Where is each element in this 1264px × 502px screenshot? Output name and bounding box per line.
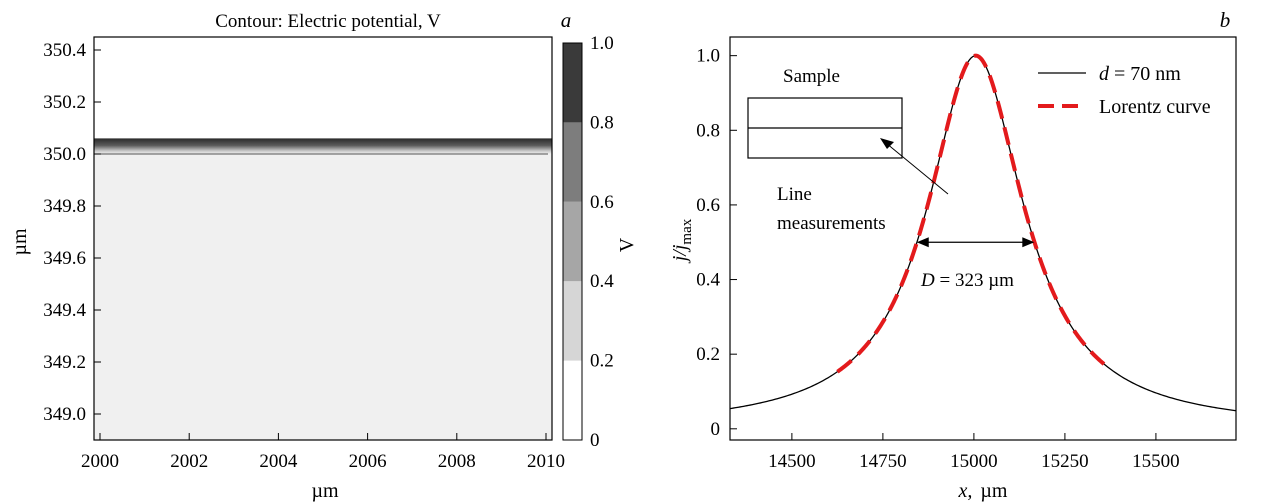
a-x-tick-label: 2010 bbox=[527, 451, 565, 472]
panel-a-title: Contour: Electric potential, V bbox=[215, 11, 441, 32]
legend-label-lorentz: Lorentz curve bbox=[1099, 96, 1211, 118]
panel-b-y-axis-main: j/j bbox=[669, 244, 691, 264]
a-y-tick-label: 349.2 bbox=[43, 352, 86, 373]
inset-pointer-arrowhead bbox=[880, 138, 894, 149]
b-x-tick-label: 14750 bbox=[859, 451, 907, 472]
legend-label-measured: d = 70 nm bbox=[1099, 63, 1181, 85]
field-region-0 bbox=[94, 37, 552, 139]
panel-a-letter: a bbox=[561, 8, 572, 32]
panel-a-x-axis-label: µm bbox=[311, 480, 339, 502]
b-y-tick-label: 0.6 bbox=[696, 195, 720, 216]
colorbar-tick-label: 0.4 bbox=[590, 271, 614, 292]
a-y-tick-label: 350.2 bbox=[43, 92, 86, 113]
panel-b-y-axis-label: j/jmax bbox=[669, 218, 695, 264]
a-y-tick-label: 349.4 bbox=[43, 300, 86, 321]
panel-a-colorbar bbox=[563, 43, 582, 440]
panel-a-colorbar-frame bbox=[562, 42, 583, 441]
field-region-2 bbox=[94, 154, 552, 440]
inset-sample-schematic: Sample Line measurements bbox=[747, 66, 949, 234]
b-y-tick-label: 1.0 bbox=[696, 46, 720, 67]
panel-b-x-axis-label: x, µm bbox=[958, 480, 1008, 502]
b-y-tick-label: 0 bbox=[711, 419, 721, 440]
colorbar-tick-label: 0.8 bbox=[590, 112, 614, 133]
a-x-tick-label: 2002 bbox=[170, 451, 208, 472]
panel-b-x-ticks: 14500 14750 15000 15250 15500 bbox=[768, 433, 1180, 472]
fwhm-arrowhead-right bbox=[1022, 237, 1035, 248]
colorbar-level-2 bbox=[563, 201, 582, 282]
inset-caption-line2: measurements bbox=[777, 213, 886, 234]
panel-b-x-axis-var: x, bbox=[958, 480, 973, 502]
inset-sample-title: Sample bbox=[783, 66, 840, 87]
panel-b-current-profile: b 14500 14750 15000 15250 15500 0 0.2 0.4 0.6 0.… bbox=[669, 8, 1237, 502]
panel-b-x-axis-unit: µm bbox=[980, 480, 1008, 502]
a-y-tick-label: 350.0 bbox=[43, 144, 86, 165]
b-y-tick-label: 0.8 bbox=[696, 120, 720, 141]
panel-b-letter: b bbox=[1220, 8, 1231, 32]
panel-a-contour-plot: Contour: Electric potential, V a 2000 200… bbox=[9, 8, 638, 502]
panel-a-colorbar-label: V bbox=[616, 237, 638, 252]
field-region-1 bbox=[94, 138, 552, 154]
a-x-tick-label: 2004 bbox=[259, 451, 298, 472]
series-lorentz-curve bbox=[836, 53, 1112, 374]
a-y-tick-label: 350.4 bbox=[43, 40, 86, 61]
a-x-tick-label: 2006 bbox=[349, 451, 387, 472]
a-y-tick-label: 349.8 bbox=[43, 196, 86, 217]
colorbar-tick-label: 0 bbox=[590, 430, 600, 451]
panel-b-y-axis-sub: max bbox=[679, 218, 695, 244]
panel-a-field-regions bbox=[94, 37, 552, 440]
b-x-tick-label: 15250 bbox=[1041, 451, 1089, 472]
panel-b-legend: d = 70 nm Lorentz curve bbox=[1038, 63, 1211, 118]
panel-a-x-ticks: 2000 2002 2004 2006 2008 2010 bbox=[81, 433, 565, 472]
b-x-tick-label: 15000 bbox=[950, 451, 998, 472]
b-x-tick-label: 14500 bbox=[768, 451, 816, 472]
colorbar-level-4 bbox=[563, 43, 582, 123]
colorbar-tick-label: 0.6 bbox=[590, 192, 614, 213]
inset-pointer-arrow-shaft bbox=[885, 142, 949, 195]
fwhm-arrowhead-left bbox=[916, 237, 929, 248]
colorbar-tick-label: 0.2 bbox=[590, 351, 614, 372]
colorbar-level-1 bbox=[563, 281, 582, 361]
panel-a-plot-frame bbox=[93, 36, 553, 441]
b-y-tick-label: 0.2 bbox=[696, 344, 720, 365]
colorbar-level-3 bbox=[563, 122, 582, 202]
a-x-tick-label: 2008 bbox=[438, 451, 476, 472]
inset-caption-line1: Line bbox=[777, 184, 812, 205]
b-y-tick-label: 0.4 bbox=[696, 270, 720, 291]
colorbar-tick-label: 1.0 bbox=[590, 33, 614, 54]
fwhm-annotation: D = 323 µm bbox=[916, 237, 1035, 291]
panel-b-plot-frame bbox=[729, 36, 1237, 441]
a-y-tick-label: 349.6 bbox=[43, 248, 86, 269]
fwhm-label: D = 323 µm bbox=[920, 270, 1014, 291]
a-y-tick-label: 349.0 bbox=[43, 404, 86, 425]
colorbar-level-0 bbox=[563, 360, 582, 440]
panel-a-colorbar-ticks: 0 0.2 0.4 0.6 0.8 1.0 bbox=[590, 33, 614, 451]
panel-b-y-ticks: 0 0.2 0.4 0.6 0.8 1.0 bbox=[696, 46, 737, 440]
b-x-tick-label: 15500 bbox=[1132, 451, 1180, 472]
a-x-tick-label: 2000 bbox=[81, 451, 119, 472]
panel-a-y-axis-label: µm bbox=[9, 228, 31, 256]
panel-a-y-ticks: 349.0 349.2 349.4 349.6 349.8 350.0 350.2 350.4 bbox=[43, 40, 101, 425]
